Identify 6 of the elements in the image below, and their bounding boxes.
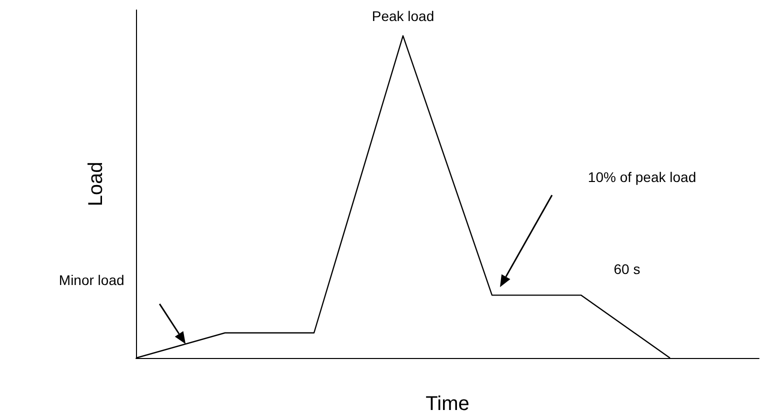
y-axis-title: Load xyxy=(85,162,107,206)
text: Peak load xyxy=(372,8,434,24)
annotation: 60 s xyxy=(614,261,640,278)
annotation: 10% of peak load xyxy=(588,169,696,186)
x-axis-title: Time xyxy=(426,393,470,415)
text: Minor load xyxy=(58,272,124,288)
